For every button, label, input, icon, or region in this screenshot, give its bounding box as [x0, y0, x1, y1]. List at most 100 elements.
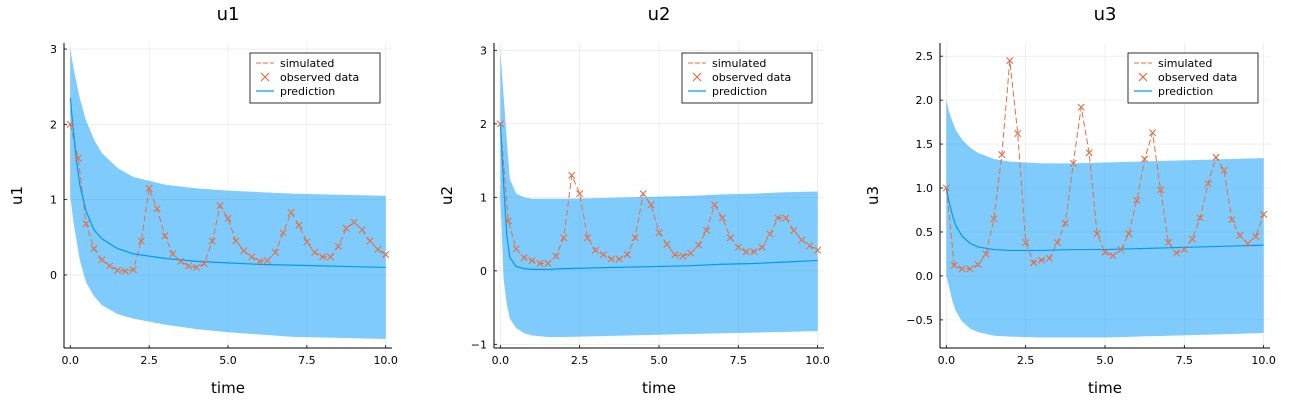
y-tick-label: 2.0 [916, 94, 934, 107]
observed-data-point [710, 201, 719, 209]
x-tick-label: 2.5 [1017, 354, 1035, 367]
observed-data-point [703, 226, 711, 234]
legend-label: simulated [712, 57, 766, 70]
x-tick-label: 5.0 [219, 354, 237, 367]
observed-data-point [695, 241, 703, 249]
simulated-line [945, 60, 1265, 270]
y-tick-label: 1 [50, 194, 57, 207]
observed-data-point [758, 243, 766, 251]
prediction-ribbon [500, 50, 818, 337]
observed-data-point [1045, 254, 1054, 262]
observed-data-point [208, 237, 216, 245]
chart-title: u3 [1094, 4, 1117, 25]
observed-data-point [248, 253, 256, 261]
y-tick-label: 1.0 [916, 182, 934, 195]
legend-label: prediction [280, 85, 335, 98]
observed-data-point [631, 234, 639, 242]
x-tick-label: 0.0 [62, 354, 80, 367]
x-axis-label: time [1088, 379, 1122, 397]
observed-data-point [576, 190, 584, 198]
observed-data-point [782, 214, 790, 222]
observed-data-point [734, 243, 742, 251]
observed-data-point [766, 230, 774, 238]
observed-data-point [1180, 245, 1188, 254]
observed-data-point [255, 257, 264, 265]
observed-data-point [287, 208, 295, 217]
observed-data-point [153, 205, 161, 213]
observed-data-point [1022, 238, 1030, 247]
observed-data-point [1236, 231, 1244, 240]
observed-data-point [240, 247, 248, 255]
observed-data-point [1030, 259, 1038, 267]
y-tick-label: 1.5 [916, 138, 934, 151]
legend-box [249, 52, 381, 104]
observed-data-point [1093, 230, 1101, 238]
observed-data-point [145, 184, 153, 192]
observed-data-point [1125, 230, 1133, 238]
observed-data-point [806, 242, 814, 250]
observed-data-point [137, 237, 145, 245]
prediction-ribbon [70, 49, 386, 339]
legend-label: prediction [712, 85, 767, 98]
observed-data-point [615, 255, 623, 263]
y-tick-label: 3 [480, 44, 487, 57]
x-tick-label: 2.5 [140, 354, 158, 367]
x-tick-label: 5.0 [650, 354, 668, 367]
observed-data-point [224, 214, 232, 223]
observed-data-point [1228, 216, 1236, 224]
y-axis-label: u1 [8, 186, 26, 205]
observed-data-point [350, 218, 358, 226]
legend-swatch-observed [692, 72, 702, 82]
observed-data-point [169, 250, 177, 258]
observed-data-point [1077, 103, 1085, 111]
legend-swatch-observed [1138, 72, 1148, 82]
observed-data-point [750, 248, 758, 256]
observed-data-point [774, 214, 782, 222]
y-tick-label: 3 [50, 43, 57, 56]
prediction-line [69, 97, 386, 269]
prediction-line [499, 123, 818, 270]
observed-data-point [504, 217, 512, 225]
observed-data-point [129, 266, 137, 274]
observed-data-point [726, 234, 734, 242]
y-tick-label: 2 [480, 118, 487, 131]
observed-data-point [966, 265, 974, 273]
observed-data-point [1061, 219, 1069, 227]
observed-data-point [295, 221, 303, 229]
observed-data-point [319, 253, 327, 261]
subplot-u2: 0.0 2.5 5.0 7.5 10.0 −1 0 1 2 3 u2 time u2 simulatedo… [438, 4, 830, 397]
x-tick-label: 7.5 [298, 354, 316, 367]
observed-data-point [66, 120, 74, 128]
x-axis-label: time [211, 379, 245, 397]
x-tick-label: 2.5 [571, 354, 589, 367]
observed-data-point [536, 259, 544, 268]
legend-label: prediction [1158, 85, 1213, 98]
observed-data-point [950, 261, 958, 269]
observed-data-point [560, 234, 568, 242]
legend-label: simulated [1158, 57, 1212, 70]
observed-data-point [271, 248, 279, 256]
observed-data-point [528, 256, 536, 265]
observed-data-point [1172, 249, 1180, 257]
observed-data-point [334, 242, 342, 250]
observed-data-point [798, 236, 806, 244]
observed-data-point [161, 232, 169, 240]
observed-data-point [639, 190, 647, 198]
y-tick-label: −1 [471, 338, 487, 351]
observed-data-point [232, 237, 240, 245]
observed-data-point [568, 171, 576, 179]
observed-data-point [663, 240, 671, 248]
observed-data-point [177, 257, 185, 265]
observed-data-point [1188, 235, 1196, 243]
y-tick-label: 2 [50, 118, 57, 131]
observed-data-point [982, 250, 990, 258]
observed-data-point [358, 226, 366, 234]
legend-label: simulated [280, 57, 334, 70]
observed-data-point [1204, 180, 1212, 188]
observed-data-point [1260, 210, 1268, 218]
observed-data-point [998, 151, 1006, 159]
legend-label: observed data [712, 71, 791, 84]
